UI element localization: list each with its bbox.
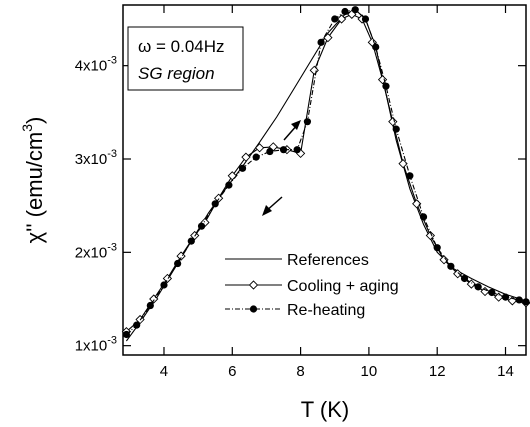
point-1-29 bbox=[494, 292, 504, 302]
legend-marker-2 bbox=[249, 305, 258, 313]
point-2-27 bbox=[460, 274, 469, 283]
y-tick-exp-2: -3 bbox=[107, 148, 117, 160]
point-2-20 bbox=[372, 43, 380, 51]
y-tick-base-3: 4x10 bbox=[75, 58, 108, 75]
point-2-23 bbox=[406, 172, 414, 180]
point-2-30 bbox=[501, 293, 510, 301]
point-2-25 bbox=[433, 244, 441, 252]
point-2-2 bbox=[146, 301, 154, 310]
point-2-31 bbox=[515, 296, 523, 304]
x-tick-label-4: 12 bbox=[429, 363, 446, 380]
point-2-12 bbox=[279, 146, 288, 154]
y-tick-exp-3: -3 bbox=[107, 55, 117, 67]
point-2-16 bbox=[331, 15, 339, 23]
point-2-7 bbox=[211, 200, 219, 208]
x-axis-title: T (K) bbox=[301, 397, 349, 422]
point-2-4 bbox=[174, 259, 182, 268]
point-2-14 bbox=[303, 118, 312, 126]
point-2-18 bbox=[351, 6, 359, 14]
annotation-box: ω = 0.04Hz SG region bbox=[127, 26, 244, 91]
point-2-13 bbox=[293, 146, 301, 154]
legend-label-1: Cooling + aging bbox=[287, 278, 399, 295]
annotation-frame bbox=[127, 26, 244, 91]
x-tick-label-0: 4 bbox=[160, 363, 168, 380]
direction-arrows bbox=[262, 120, 301, 216]
y-tick-exp-0: -3 bbox=[107, 335, 117, 347]
y-axis-title-sup: 3 bbox=[19, 124, 35, 132]
point-1-4 bbox=[176, 251, 186, 261]
y-tick-base-2: 3x10 bbox=[75, 151, 108, 168]
point-1-22 bbox=[398, 159, 408, 169]
point-2-29 bbox=[488, 288, 496, 297]
plot-frame bbox=[122, 4, 527, 356]
legend-label-0: References bbox=[287, 252, 369, 269]
x-tick-label-2: 8 bbox=[296, 363, 304, 380]
point-1-21 bbox=[388, 117, 398, 127]
point-2-26 bbox=[447, 262, 455, 270]
plot-area bbox=[122, 4, 527, 356]
legend-item-1: Cooling + aging bbox=[225, 278, 399, 295]
y-tick-exp-1: -3 bbox=[107, 241, 117, 253]
point-1-14 bbox=[309, 65, 319, 75]
x-tick-label-5: 14 bbox=[497, 363, 514, 380]
y-tick-label-0: 1x10-3 bbox=[75, 335, 117, 355]
heating-arrow-head bbox=[291, 120, 301, 130]
legend-label-2: Re-heating bbox=[287, 302, 365, 319]
point-2-8 bbox=[225, 181, 233, 189]
point-1-24 bbox=[425, 230, 436, 241]
y-axis-title-close: ) bbox=[22, 117, 47, 124]
point-2-11 bbox=[266, 147, 274, 156]
y-tick-label-1: 2x10-3 bbox=[75, 241, 117, 261]
point-2-9 bbox=[238, 164, 247, 172]
point-1-25 bbox=[439, 255, 449, 265]
y-axis-title: χ'' (emu/cm3) bbox=[19, 117, 47, 244]
point-2-6 bbox=[197, 222, 206, 230]
y-tick-base-0: 1x10 bbox=[75, 338, 108, 355]
point-2-10 bbox=[252, 153, 260, 161]
point-2-24 bbox=[419, 213, 428, 221]
svg-text:χ'' (emu/cm3): χ'' (emu/cm3) bbox=[19, 117, 47, 244]
point-1-8 bbox=[227, 171, 237, 181]
point-2-0 bbox=[122, 330, 131, 339]
y-tick-label-2: 3x10-3 bbox=[75, 148, 117, 168]
point-2-28 bbox=[474, 283, 482, 291]
cooling-arrow-head bbox=[262, 205, 272, 216]
point-2-1 bbox=[133, 321, 141, 329]
legend-marker-1 bbox=[248, 280, 259, 290]
point-1-15 bbox=[323, 33, 333, 43]
legend: References Cooling + aging Re-heating bbox=[225, 252, 399, 319]
series-2 bbox=[122, 6, 530, 339]
point-2-32 bbox=[522, 298, 530, 306]
point-2-15 bbox=[317, 38, 325, 46]
y-axis-title-main: χ'' (emu/cm bbox=[22, 132, 47, 244]
point-1-28 bbox=[480, 286, 490, 297]
point-2-19 bbox=[361, 15, 370, 23]
point-1-2 bbox=[149, 294, 159, 304]
x-tick-label-3: 10 bbox=[361, 363, 378, 380]
point-2-17 bbox=[341, 7, 349, 16]
point-2-3 bbox=[160, 281, 168, 289]
point-1-26 bbox=[453, 269, 463, 279]
point-2-22 bbox=[392, 125, 400, 133]
series-layer bbox=[121, 6, 530, 342]
point-1-16 bbox=[336, 14, 347, 24]
point-1-10 bbox=[254, 143, 265, 153]
point-2-21 bbox=[382, 82, 390, 90]
frequency-label: ω = 0.04Hz bbox=[138, 37, 225, 56]
point-2-5 bbox=[187, 237, 195, 245]
y-tick-label-3: 4x10-3 bbox=[75, 55, 117, 75]
legend-item-0: References bbox=[225, 252, 369, 269]
legend-item-2: Re-heating bbox=[225, 302, 365, 319]
y-tick-base-1: 2x10 bbox=[75, 244, 108, 261]
point-1-9 bbox=[241, 152, 251, 162]
x-tick-label-1: 6 bbox=[228, 363, 236, 380]
point-1-23 bbox=[412, 199, 422, 209]
region-label: SG region bbox=[138, 64, 215, 83]
